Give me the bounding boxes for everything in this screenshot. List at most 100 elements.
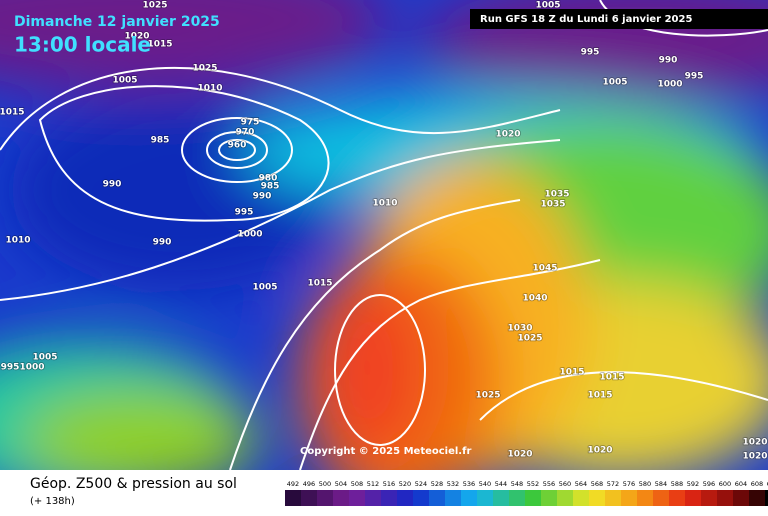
colorbar-swatch: [333, 490, 349, 506]
isobar-label: 990: [103, 180, 122, 190]
colorbar-label: 580: [639, 480, 651, 488]
lead-time: (+ 138h): [30, 496, 75, 507]
isobar-label: 990: [659, 56, 678, 66]
isobar-label: 995: [685, 72, 704, 82]
colorbar-label: 532: [447, 480, 459, 488]
colorbar-label: 516: [383, 480, 395, 488]
colorbar-swatch: [477, 490, 493, 506]
isobar-label: 1035: [540, 200, 565, 210]
colorbar-label: 568: [591, 480, 603, 488]
isobar-label: 1035: [544, 190, 569, 200]
colorbar-label: 564: [575, 480, 587, 488]
colorbar-label: 592: [687, 480, 699, 488]
colorbar-label: 608: [751, 480, 763, 488]
valid-date: Dimanche 12 janvier 2025: [14, 14, 220, 30]
colorbar-label: 536: [463, 480, 475, 488]
colorbar-swatch: [765, 490, 768, 506]
colorbar-label: 596: [703, 480, 715, 488]
isobar-label: 970: [236, 128, 255, 138]
colorbar-label: 492: [287, 480, 299, 488]
isobar-label: 1015: [147, 40, 172, 50]
isobar-label: 1020: [587, 446, 612, 456]
isobar-label: 1040: [522, 294, 547, 304]
colorbar-label: 500: [319, 480, 331, 488]
isobar-label: 1025: [475, 391, 500, 401]
colorbar-swatch: [445, 490, 461, 506]
isobar-label: 1005: [32, 353, 57, 363]
colorbar-swatch: [621, 490, 637, 506]
isobar-label: 1025: [142, 1, 167, 11]
isobar-label: 975: [241, 118, 260, 128]
isobar-label: 1000: [237, 230, 262, 240]
colorbar-label: 552: [527, 480, 539, 488]
isobar-label: 1020: [507, 450, 532, 460]
colorbar-swatch: [397, 490, 413, 506]
isobar-label: 985: [261, 182, 280, 192]
isobar-label: 1015: [587, 391, 612, 401]
colorbar-swatch: [317, 490, 333, 506]
isobar-label: 985: [151, 136, 170, 146]
isobar-label: 1020: [742, 452, 767, 462]
colorbar-swatch: [589, 490, 605, 506]
colorbar-label: 520: [399, 480, 411, 488]
colorbar-label: 576: [623, 480, 635, 488]
isobar-label: 990: [153, 238, 172, 248]
colorbar-label: 528: [431, 480, 443, 488]
colorbar-label: 540: [479, 480, 491, 488]
colorbar-label: 548: [511, 480, 523, 488]
colorbar-swatch: [669, 490, 685, 506]
colorbar-label: 588: [671, 480, 683, 488]
isobar-label: 980: [259, 174, 278, 184]
colorbar-swatch: [701, 490, 717, 506]
footer-title: Géop. Z500 & pression au sol: [30, 476, 237, 492]
colorbar-swatch: [733, 490, 749, 506]
isobar-label: 1005: [602, 78, 627, 88]
colorbar-label: 584: [655, 480, 667, 488]
run-info: Run GFS 18 Z du Lundi 6 janvier 2025: [480, 14, 692, 25]
isobars: [0, 0, 768, 471]
colorbar-swatch: [429, 490, 445, 506]
colorbar-label: 496: [303, 480, 315, 488]
colorbar-swatch: [605, 490, 621, 506]
colorbar-label: 556: [543, 480, 555, 488]
isobar-label: 1020: [124, 32, 149, 42]
isobar-label: 1005: [112, 76, 137, 86]
isobar-label: 995: [235, 208, 254, 218]
colorbar-swatch: [573, 490, 589, 506]
colorbar-swatch: [557, 490, 573, 506]
isobar-label: 1010: [372, 199, 397, 209]
isobar-label: 1000: [19, 363, 44, 373]
isobar-label: 1045: [532, 264, 557, 274]
colorbar-swatch: [509, 490, 525, 506]
colorbar-label: 612: [767, 480, 768, 488]
isobar-label: 995: [581, 48, 600, 58]
isobar-label: 1030: [507, 324, 532, 334]
isobar-label: 995: [1, 363, 20, 373]
colorbar-swatch: [301, 490, 317, 506]
isobar-label: 1000: [657, 80, 682, 90]
colorbar-swatch: [749, 490, 765, 506]
colorbar-swatch: [493, 490, 509, 506]
isobar-label: 1015: [559, 368, 584, 378]
colorbar-label: 572: [607, 480, 619, 488]
run-banner: [470, 9, 768, 29]
colorbar-swatch: [525, 490, 541, 506]
colorbar-label: 504: [335, 480, 347, 488]
isobar-label: 1010: [197, 84, 222, 94]
colorbar-swatch: [653, 490, 669, 506]
isobar-label: 1025: [517, 334, 542, 344]
colorbar-swatch: [637, 490, 653, 506]
colorbar-label: 508: [351, 480, 363, 488]
colorbar-label: 560: [559, 480, 571, 488]
colorbar-label: 604: [735, 480, 747, 488]
isobar-label: 1020: [742, 438, 767, 448]
isobar-label: 1020: [495, 130, 520, 140]
colorbar-label: 512: [367, 480, 379, 488]
colorbar-swatch: [461, 490, 477, 506]
colorbar-label: 600: [719, 480, 731, 488]
colorbar-swatch: [541, 490, 557, 506]
isobar-label: 1005: [535, 1, 560, 11]
colorbar-swatch: [285, 490, 301, 506]
colorbar-swatch: [349, 490, 365, 506]
